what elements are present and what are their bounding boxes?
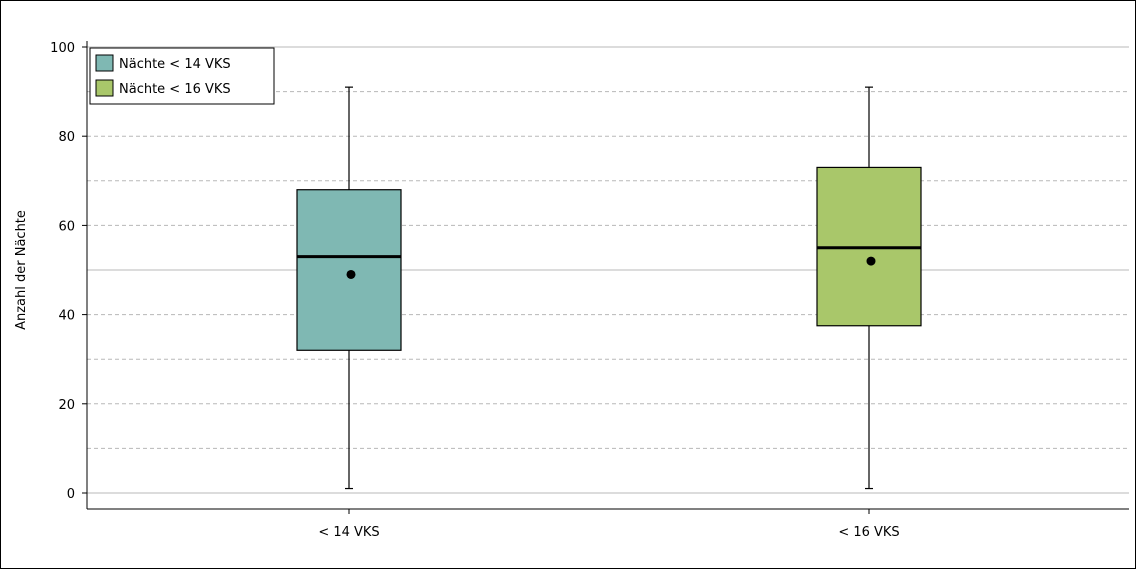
- y-tick-label: 80: [58, 130, 75, 145]
- y-tick-label: 40: [58, 309, 75, 324]
- box-iqr: [296, 189, 402, 351]
- x-tick-label: < 16 VKS: [838, 525, 899, 540]
- y-tick-label: 100: [50, 41, 75, 56]
- legend-label: Nächte < 14 VKS: [119, 57, 231, 72]
- legend-box: [89, 47, 275, 105]
- y-tick-label: 60: [58, 219, 75, 234]
- legend-swatch: [95, 79, 114, 97]
- x-tick-label: < 14 VKS: [318, 525, 379, 540]
- y-axis-label: Anzahl der Nächte: [14, 210, 29, 330]
- y-tick-label: 20: [58, 398, 75, 413]
- mean-marker: [866, 256, 876, 266]
- y-tick-label: 0: [67, 487, 75, 502]
- mean-marker: [346, 269, 356, 279]
- legend-swatch: [95, 54, 114, 72]
- legend-label: Nächte < 16 VKS: [119, 82, 231, 97]
